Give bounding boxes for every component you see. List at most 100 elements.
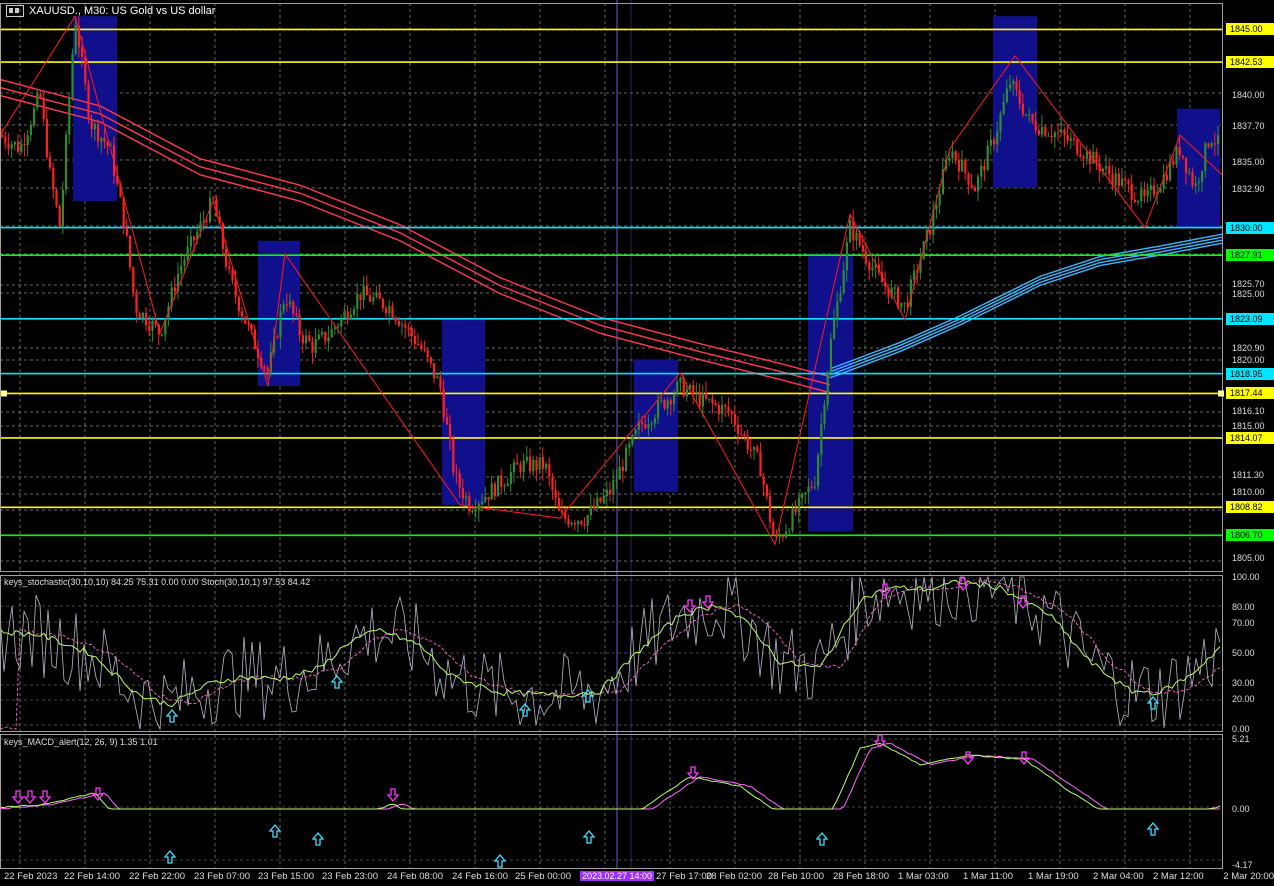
- candle-body: [413, 335, 416, 345]
- candle-body: [346, 311, 349, 320]
- candle-body: [369, 295, 372, 302]
- candle-body: [951, 151, 954, 159]
- stoch-tick-label: 20.00: [1232, 693, 1255, 704]
- candle-body: [84, 56, 87, 84]
- candle-body: [1053, 132, 1056, 138]
- price-tick-label: 1820.90: [1232, 342, 1265, 353]
- candle-body: [829, 338, 832, 373]
- buy-arrow-icon: [1146, 695, 1160, 710]
- candle-body: [564, 512, 567, 519]
- candle-body: [1197, 181, 1200, 184]
- buy-arrow-icon: [311, 831, 325, 846]
- sell-arrow-icon: [23, 790, 37, 805]
- candle-body: [554, 490, 557, 499]
- candle-body: [196, 231, 199, 241]
- candle-body: [769, 496, 772, 523]
- candle-body: [1018, 90, 1021, 104]
- candle-body: [417, 344, 420, 346]
- candle-body: [525, 456, 528, 461]
- candle-body: [596, 497, 599, 509]
- candle-body: [247, 323, 250, 325]
- price-level-label: 1817.44: [1226, 387, 1274, 400]
- candle-body: [189, 236, 192, 247]
- candle-body: [986, 145, 989, 171]
- price-tick-label: 1811.30: [1232, 469, 1264, 480]
- candle-body: [685, 389, 688, 397]
- candle-body: [209, 198, 212, 222]
- candle-body: [865, 251, 868, 263]
- candle-body: [1101, 168, 1104, 172]
- candle-body: [148, 325, 151, 331]
- candle-body: [42, 97, 45, 119]
- candle-body: [423, 348, 426, 350]
- candle-body: [55, 189, 58, 206]
- candle-body: [647, 424, 650, 429]
- candle-body: [177, 273, 180, 292]
- candle-body: [877, 264, 880, 273]
- candle-body: [1213, 143, 1216, 145]
- time-tick-label: 22 Feb 2023: [4, 871, 58, 882]
- sell-arrow-icon: [956, 577, 970, 592]
- candle-body: [151, 320, 154, 331]
- candle-body: [285, 304, 288, 306]
- ma-line: [829, 236, 1223, 373]
- candle-body: [644, 424, 647, 429]
- candle-body: [1175, 146, 1178, 165]
- candle-body: [705, 392, 708, 399]
- candle-body: [1117, 173, 1120, 187]
- candle-body: [81, 47, 84, 57]
- candle-body: [503, 486, 506, 488]
- candle-body: [676, 381, 679, 395]
- candle-body: [695, 392, 698, 395]
- candle-body: [637, 421, 640, 430]
- candle-body: [545, 464, 548, 469]
- candle-body: [1002, 101, 1005, 114]
- candle-body: [449, 424, 452, 440]
- buy-arrow-icon: [815, 831, 829, 846]
- candle-body: [868, 262, 871, 271]
- ma-line: [829, 233, 1223, 370]
- candle-body: [372, 297, 375, 302]
- candle-body: [1204, 143, 1207, 171]
- candle-body: [1149, 185, 1152, 190]
- candle-body: [954, 151, 957, 160]
- candle-body: [119, 183, 122, 198]
- stoch-tick-label: 100.00: [1232, 572, 1260, 582]
- candle-body: [628, 444, 631, 448]
- candle-body: [1012, 81, 1015, 85]
- candle-body: [1156, 192, 1159, 195]
- candle-body: [1031, 114, 1034, 122]
- candle-body: [407, 327, 410, 329]
- candle-body: [657, 400, 660, 419]
- candle-body: [618, 466, 621, 480]
- candle-body: [701, 392, 704, 407]
- candle-body: [900, 302, 903, 308]
- candle-body: [903, 302, 906, 304]
- ma-line: [829, 239, 1223, 376]
- candle-body: [493, 483, 496, 497]
- candle-body: [429, 357, 432, 364]
- candle-body: [999, 113, 1002, 132]
- zigzag-line: [0, 14, 1223, 546]
- candle-body: [1041, 126, 1044, 135]
- candle-body: [445, 417, 448, 425]
- candle-body: [317, 334, 320, 340]
- sell-arrow-icon: [683, 599, 697, 614]
- candle-body: [202, 220, 205, 222]
- candle-body: [708, 398, 711, 400]
- candle-body: [820, 423, 823, 455]
- candle-body: [881, 272, 884, 283]
- ma-line: [0, 78, 831, 378]
- zigzag-path: [0, 14, 1223, 546]
- candle-body: [490, 483, 493, 500]
- candle-body: [980, 165, 983, 177]
- price-level-label: 1827.91: [1226, 249, 1274, 262]
- candle-body: [599, 497, 602, 503]
- candle-body: [801, 493, 804, 498]
- price-tick-label: 1816.10: [1232, 406, 1265, 417]
- horizontal-levels: [0, 28, 1222, 537]
- candle-body: [913, 270, 916, 280]
- candle-body: [116, 175, 119, 184]
- candle-body: [439, 376, 442, 389]
